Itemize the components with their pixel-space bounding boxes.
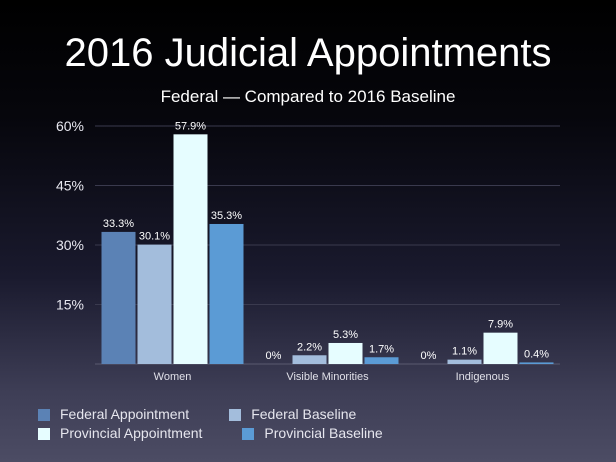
legend-label: Provincial Baseline (264, 425, 383, 441)
legend-swatch (38, 408, 50, 421)
data-label: 0% (266, 350, 282, 362)
bar (137, 244, 172, 364)
y-tick-label: 45% (56, 178, 84, 194)
data-label: 2.2% (297, 341, 322, 353)
data-label: 35.3% (211, 210, 242, 222)
bar (364, 357, 399, 364)
y-tick-label: 15% (56, 297, 84, 313)
legend-item-federal-appointment: Federal Appointment (38, 405, 189, 424)
data-label: 1.7% (369, 343, 394, 355)
chart-legend: Federal Appointment Federal Baseline Pro… (38, 405, 598, 443)
x-tick-label: Visible Minorities (286, 371, 369, 383)
legend-item-federal-baseline: Federal Baseline (229, 405, 356, 424)
data-label: 1.1% (452, 346, 477, 358)
bar (328, 342, 363, 364)
x-tick-label: Women (154, 371, 192, 383)
legend-label: Provincial Appointment (60, 425, 203, 441)
bar (209, 223, 244, 364)
data-label: 0% (421, 350, 437, 362)
bar (101, 231, 136, 364)
bar (519, 362, 554, 364)
data-label: 0.4% (524, 348, 549, 360)
legend-swatch (242, 427, 255, 440)
bar (292, 355, 327, 364)
data-label: 5.3% (333, 329, 358, 341)
y-tick-label: 30% (56, 237, 84, 253)
legend-label: Federal Baseline (251, 406, 357, 422)
legend-item-provincial-appointment: Provincial Appointment (38, 424, 202, 443)
legend-item-provincial-baseline: Provincial Baseline (242, 424, 383, 443)
x-tick-label: Indigenous (456, 371, 510, 383)
legend-swatch (229, 408, 242, 421)
data-label: 33.3% (103, 218, 134, 230)
bar (447, 359, 482, 364)
data-label: 7.9% (488, 319, 513, 331)
chart-subtitle: Federal — Compared to 2016 Baseline (160, 87, 456, 106)
y-tick-label: 60% (56, 118, 84, 134)
data-label: 30.1% (139, 231, 170, 243)
bar (483, 332, 518, 364)
data-label: 57.9% (175, 120, 206, 132)
bar (173, 134, 208, 364)
chart-title: 2016 Judicial Appointments (64, 31, 552, 75)
legend-label: Federal Appointment (60, 406, 190, 422)
legend-swatch (38, 427, 50, 440)
